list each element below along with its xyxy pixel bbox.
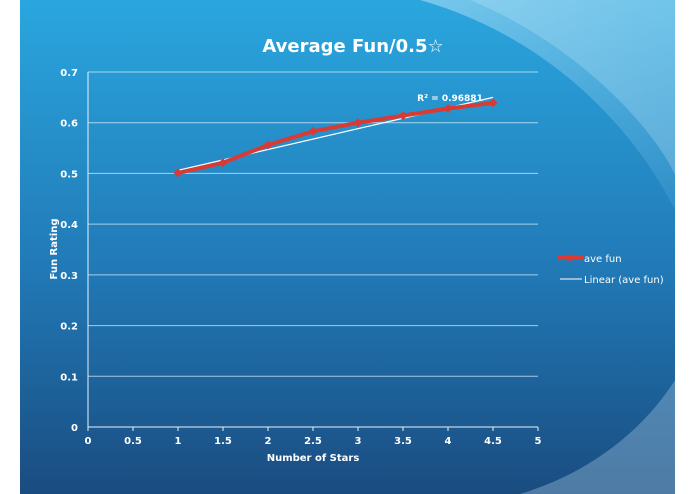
data-point — [353, 118, 363, 128]
x-tick-label: 2 — [265, 436, 272, 447]
y-tick-label: 0.2 — [60, 322, 78, 333]
axes — [87, 72, 539, 431]
data-point — [173, 168, 183, 178]
decorative-arc-bottom — [520, 380, 675, 494]
y-tick-label: 0.1 — [60, 372, 78, 383]
data-point — [263, 140, 273, 150]
y-tick-label: 0.6 — [60, 119, 78, 130]
x-tick-label: 0 — [85, 436, 92, 447]
decorative-arc-inner — [470, 0, 675, 175]
legend-marker-ave-fun — [566, 254, 574, 262]
series-group — [173, 98, 498, 178]
legend-label-linear: Linear (ave fun) — [584, 275, 664, 286]
gridlines — [88, 71, 538, 377]
chart-title: Average Fun/0.5☆ — [262, 36, 443, 57]
decorative-arc-top — [420, 0, 675, 210]
y-tick-label: 0.5 — [60, 169, 78, 180]
x-tick-label: 5 — [535, 436, 542, 447]
x-tick-label: 3 — [355, 436, 362, 447]
x-tick-label: 4.5 — [484, 436, 502, 447]
x-tick-labels: 0 0.5 1 1.5 2 2.5 3 3.5 4 4.5 5 — [85, 436, 542, 447]
legend-label-ave-fun: ave fun — [584, 254, 622, 265]
series-line-ave-fun — [176, 100, 495, 175]
y-tick-label: 0.7 — [60, 68, 78, 79]
y-tick-labels: 0 0.1 0.2 0.3 0.4 0.5 0.6 0.7 — [60, 68, 78, 434]
legend: ave fun Linear (ave fun) — [557, 254, 664, 286]
x-tick-label: 1 — [175, 436, 182, 447]
x-tick-label: 1.5 — [214, 436, 232, 447]
data-point — [488, 98, 498, 108]
x-tick-label: 4 — [445, 436, 452, 447]
slide-background — [20, 0, 675, 494]
y-tick-label: 0.4 — [60, 220, 78, 231]
data-point — [443, 104, 453, 114]
y-tick-label: 0 — [71, 423, 78, 434]
data-point — [308, 126, 318, 136]
y-axis-title: Fun Rating — [49, 219, 60, 280]
r-squared-annotation: R² = 0.96881 — [417, 94, 483, 104]
x-axis-title: Number of Stars — [267, 453, 360, 464]
data-point — [398, 111, 408, 121]
data-point — [218, 158, 228, 168]
y-tick-label: 0.3 — [60, 271, 78, 282]
x-tick-label: 0.5 — [124, 436, 142, 447]
x-tick-label: 3.5 — [394, 436, 412, 447]
x-tick-label: 2.5 — [304, 436, 322, 447]
